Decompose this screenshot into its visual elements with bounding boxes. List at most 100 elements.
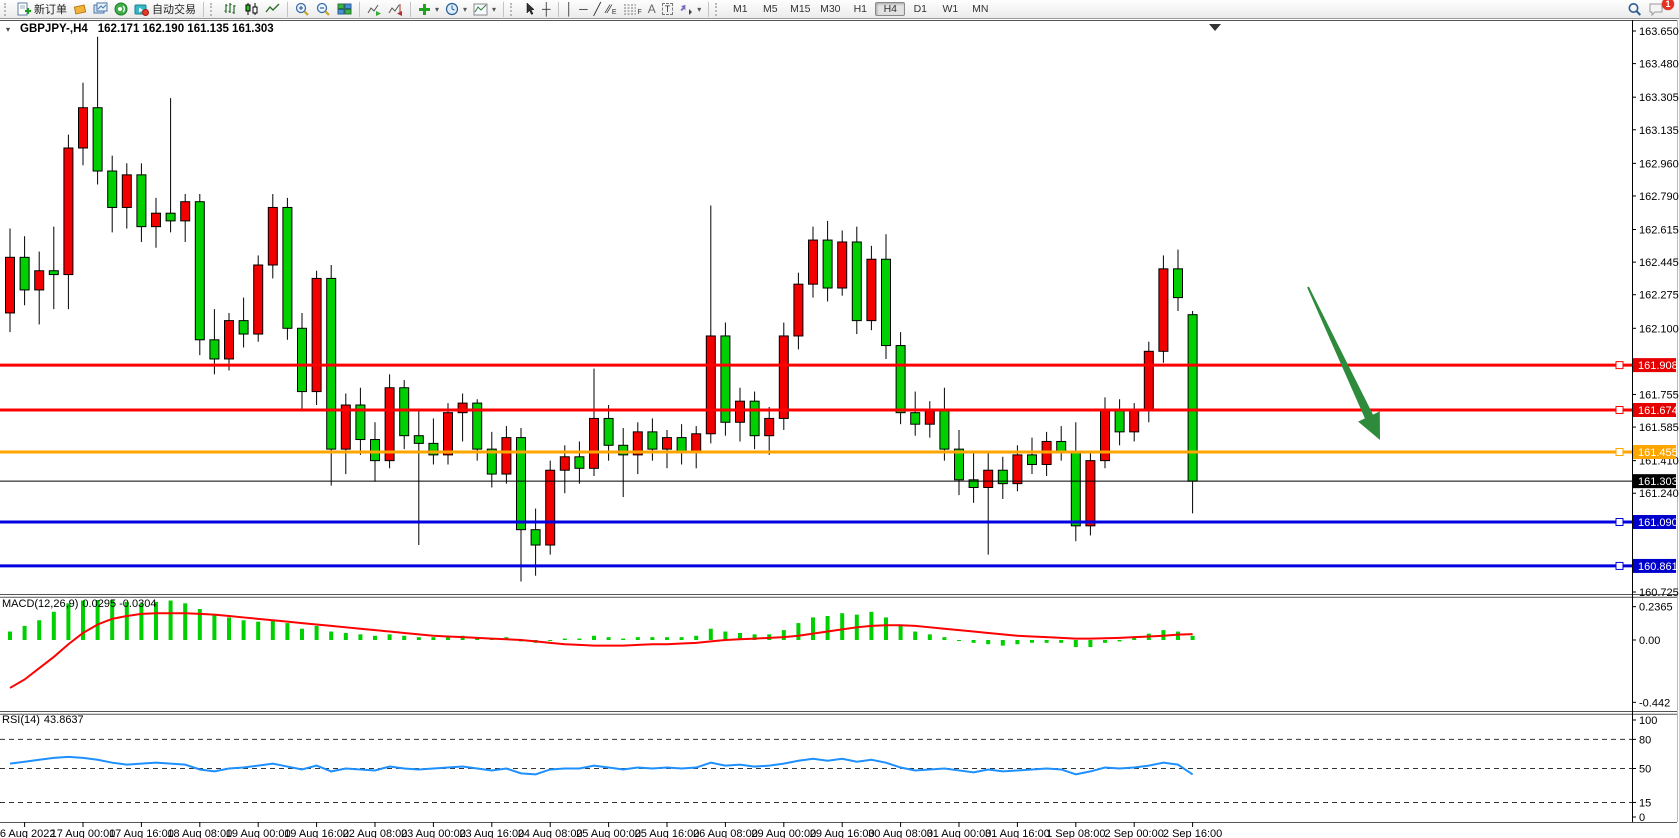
arrows-icon [680, 4, 693, 15]
trendline-button[interactable]: ╱ [591, 1, 604, 18]
candle-body [559, 456, 570, 471]
toolbar-separator [410, 1, 411, 17]
line-chart-icon [265, 3, 280, 13]
hline-161.090[interactable] [0, 518, 1632, 527]
trend-arrow-annotation[interactable] [1307, 286, 1380, 440]
chart-title: ▾ GBPJPY-,H4 162.171 162.190 161.135 161… [6, 23, 274, 35]
periods-button[interactable]: ▾ [442, 1, 470, 18]
price-badge-161.908: 161.908 [1633, 358, 1678, 373]
zoom-out-button[interactable] [313, 1, 334, 18]
zoom-in-button[interactable] [292, 1, 313, 18]
cursor-button[interactable] [520, 1, 539, 18]
candle-body [851, 241, 862, 322]
fibonacci-button[interactable]: F [620, 1, 645, 18]
svg-text:15: 15 [1639, 797, 1651, 809]
time-tick-label: 31 Aug 00:00 [927, 828, 992, 838]
svg-text:161.455: 161.455 [1638, 447, 1678, 459]
candle-body [808, 239, 818, 285]
candle-body [1173, 268, 1183, 299]
new-chart-icon [73, 3, 87, 15]
timeframe-W1[interactable]: W1 [942, 3, 959, 15]
autotrading-icon [134, 4, 149, 16]
horizontal-line-icon: ─ [579, 1, 588, 16]
signals-button[interactable] [111, 1, 131, 18]
bars-chart-button[interactable] [220, 1, 241, 18]
toolbar-separator [503, 1, 505, 17]
candle-body [136, 174, 147, 228]
new-order-label: 新订单 [34, 4, 67, 16]
indicators-icon [419, 3, 430, 15]
price-tick-label: 161.240 [1639, 488, 1679, 500]
chart-shift-marker[interactable] [1209, 24, 1221, 31]
timeframe-MN[interactable]: MN [972, 3, 989, 15]
channel-icon: ⁄⁄ [606, 1, 611, 16]
rsi-line [9, 755, 1194, 776]
time-tick-label: 29 Aug 16:00 [810, 828, 875, 838]
candle-body [837, 241, 848, 289]
text-label-button[interactable]: T [659, 1, 677, 18]
autotrading-button[interactable]: 自动交易 [131, 1, 199, 18]
chat-button[interactable]: 1 [1645, 0, 1674, 18]
arrows-button[interactable]: ▾ [676, 1, 704, 18]
price-tick-label: 162.445 [1639, 257, 1679, 269]
chart-canvas[interactable]: 163.650 163.480 163.305 163.135 162.960 162.7… [0, 19, 1679, 838]
time-tick-label: 29 Aug 00:00 [751, 828, 816, 838]
price-tick-label: 161.585 [1639, 422, 1679, 434]
chart-ohlc-values: 162.171 162.190 161.135 161.303 [97, 23, 274, 35]
candle-body [92, 107, 103, 172]
hline-161.674[interactable] [0, 405, 1632, 414]
candle-body [209, 339, 220, 360]
candle-body [618, 444, 629, 456]
tile-windows-button[interactable] [334, 1, 355, 18]
hline-161.908[interactable] [0, 361, 1632, 370]
line-chart-button[interactable] [262, 1, 283, 18]
new-order-button[interactable]: 新订单 [14, 1, 70, 18]
timeframe-M5[interactable]: M5 [763, 3, 778, 15]
candle-body [1085, 460, 1096, 527]
rsi-level-lines [0, 738, 1632, 803]
vertical-line-button[interactable]: │ [563, 1, 577, 18]
timeframe-H1[interactable]: H1 [853, 3, 868, 15]
channel-button[interactable]: ⁄⁄ E [606, 1, 617, 16]
hline-161.455[interactable] [0, 448, 1632, 457]
timeframe-H4[interactable]: H4 [875, 2, 906, 16]
price-tick-label: 162.960 [1639, 158, 1679, 170]
search-button[interactable] [1624, 1, 1645, 18]
timeframe-M30[interactable]: M30 [820, 3, 841, 15]
zoom-in-icon [295, 2, 309, 16]
chart-shift-icon [388, 4, 402, 16]
toolbar-grip[interactable] [510, 2, 516, 16]
chat-badge: 1 [1662, 0, 1674, 10]
new-chart-button[interactable] [70, 1, 90, 18]
templates-button[interactable]: ▾ [470, 1, 499, 18]
candle-body [545, 469, 556, 546]
svg-text:0.2365: 0.2365 [1639, 602, 1673, 614]
candle-body [749, 400, 760, 437]
chart-shift-button[interactable] [385, 1, 406, 18]
price-badge-161.455: 161.455 [1633, 445, 1678, 460]
timeframe-M15[interactable]: M15 [790, 3, 811, 15]
time-tick-label: 17 Aug 16:00 [109, 828, 174, 838]
hline-handle [1615, 361, 1624, 370]
candles-chart-button[interactable] [241, 1, 262, 18]
text-button[interactable]: A [645, 1, 659, 18]
toolbar-grip[interactable] [210, 2, 216, 16]
crosshair-button[interactable]: ┼ [539, 1, 554, 18]
chevron-down-icon: ▾ [697, 4, 702, 14]
candle-body [238, 320, 249, 335]
indicators-button[interactable]: ▾ [415, 1, 442, 18]
auto-scroll-button[interactable] [364, 1, 385, 18]
toolbar-grip[interactable] [715, 2, 721, 16]
rsi-series [9, 755, 1194, 776]
toolbar-grip[interactable] [4, 2, 10, 16]
timeframe-D1[interactable]: D1 [913, 3, 928, 15]
svg-text:0: 0 [1639, 812, 1645, 824]
candle-body [267, 206, 278, 266]
templates-icon [473, 3, 488, 15]
time-tick-label: 26 Aug 08:00 [693, 828, 758, 838]
horizontal-line-button[interactable]: ─ [576, 1, 591, 18]
profiles-button[interactable] [90, 1, 111, 18]
hline-160.861[interactable] [0, 561, 1632, 570]
timeframe-M1[interactable]: M1 [733, 3, 748, 15]
chart-menu-caret-icon[interactable]: ▾ [6, 24, 11, 34]
